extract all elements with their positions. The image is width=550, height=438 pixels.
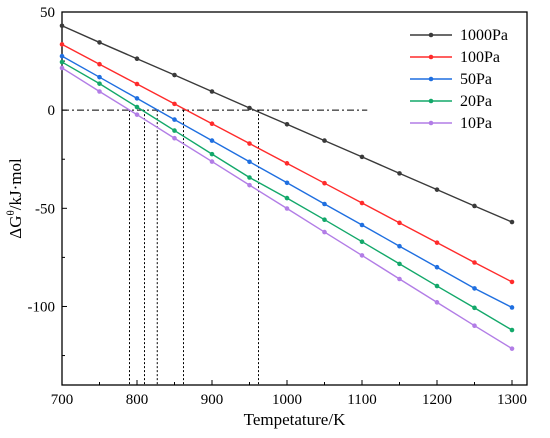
data-point-20Pa bbox=[209, 151, 215, 157]
y-axis-title-sup: θ bbox=[5, 210, 17, 215]
data-point-100Pa bbox=[134, 81, 140, 87]
data-point-20Pa bbox=[434, 283, 440, 289]
data-point-20Pa bbox=[172, 128, 177, 133]
data-point-50Pa bbox=[247, 159, 252, 165]
data-point-20Pa bbox=[322, 217, 327, 223]
data-point-100Pa bbox=[322, 180, 327, 186]
legend-label: 50Pa bbox=[460, 71, 492, 88]
data-point-20Pa bbox=[472, 305, 477, 311]
data-point-1000Pa bbox=[134, 56, 140, 62]
data-point-1000Pa bbox=[397, 171, 402, 176]
data-point-50Pa bbox=[284, 180, 290, 186]
data-point-100Pa bbox=[509, 279, 515, 285]
legend-label: 10Pa bbox=[460, 115, 492, 132]
data-point-1000Pa bbox=[172, 72, 177, 78]
data-point-1000Pa bbox=[284, 121, 290, 127]
y-axis-title: ΔGθ/kJ·mol bbox=[5, 158, 25, 239]
data-point-50Pa bbox=[172, 117, 177, 122]
data-point-1000Pa bbox=[59, 23, 65, 29]
data-point-20Pa bbox=[59, 59, 65, 65]
data-point-100Pa bbox=[172, 101, 177, 107]
data-point-50Pa bbox=[397, 243, 402, 249]
data-point-50Pa bbox=[209, 138, 215, 143]
y-tick-label: 50 bbox=[40, 5, 55, 21]
data-point-100Pa bbox=[397, 220, 402, 226]
data-point-20Pa bbox=[509, 327, 515, 333]
data-point-10Pa bbox=[97, 89, 102, 94]
data-point-100Pa bbox=[97, 61, 102, 67]
data-point-10Pa bbox=[472, 323, 477, 329]
data-point-50Pa bbox=[359, 222, 365, 228]
data-point-50Pa bbox=[434, 264, 440, 270]
data-point-100Pa bbox=[59, 42, 65, 47]
data-point-10Pa bbox=[59, 65, 65, 71]
data-point-10Pa bbox=[397, 276, 402, 282]
data-point-50Pa bbox=[472, 286, 477, 291]
y-tick-label: -100 bbox=[28, 299, 56, 315]
data-point-10Pa bbox=[284, 206, 290, 211]
data-point-1000Pa bbox=[434, 187, 440, 192]
data-point-20Pa bbox=[97, 81, 102, 86]
data-point-10Pa bbox=[172, 135, 177, 141]
plot-frame bbox=[61, 11, 528, 386]
data-point-1000Pa bbox=[97, 40, 102, 45]
y-axis-title-suffix: /kJ·mol bbox=[6, 158, 25, 210]
x-tick-label: 900 bbox=[201, 392, 224, 408]
x-axis-title: Tempetature/K bbox=[244, 410, 346, 429]
data-point-20Pa bbox=[284, 195, 290, 201]
data-point-100Pa bbox=[247, 141, 252, 146]
legend-label: 100Pa bbox=[460, 49, 500, 66]
data-point-1000Pa bbox=[359, 154, 365, 160]
data-point-100Pa bbox=[284, 161, 290, 166]
data-point-10Pa bbox=[359, 253, 365, 258]
data-point-10Pa bbox=[509, 346, 515, 351]
data-point-10Pa bbox=[134, 112, 140, 117]
legend-label: 1000Pa bbox=[460, 27, 508, 44]
data-point-50Pa bbox=[509, 305, 515, 310]
data-point-100Pa bbox=[434, 240, 440, 245]
data-point-10Pa bbox=[322, 229, 327, 235]
data-point-50Pa bbox=[97, 74, 102, 80]
legend-marker-100Pa bbox=[428, 54, 434, 60]
data-point-1000Pa bbox=[472, 203, 477, 209]
data-point-100Pa bbox=[209, 121, 215, 127]
data-point-10Pa bbox=[434, 300, 440, 305]
data-point-20Pa bbox=[397, 261, 402, 267]
data-point-100Pa bbox=[472, 260, 477, 265]
data-point-1000Pa bbox=[209, 89, 215, 94]
x-tick-label: 1000 bbox=[272, 392, 302, 408]
x-tick-label: 1100 bbox=[347, 392, 376, 408]
data-point-1000Pa bbox=[322, 138, 327, 143]
y-tick-label: -50 bbox=[35, 201, 55, 217]
legend-label: 20Pa bbox=[460, 93, 492, 110]
legend-marker-50Pa bbox=[428, 76, 434, 82]
data-point-1000Pa bbox=[247, 105, 252, 111]
data-point-1000Pa bbox=[509, 219, 515, 225]
data-point-20Pa bbox=[359, 239, 365, 244]
data-point-50Pa bbox=[322, 201, 327, 207]
x-tick-label: 1300 bbox=[497, 392, 527, 408]
y-axis-title-prefix: ΔG bbox=[6, 216, 25, 239]
x-tick-label: 1200 bbox=[422, 392, 452, 408]
data-point-100Pa bbox=[359, 200, 365, 206]
data-point-10Pa bbox=[209, 159, 215, 164]
data-point-20Pa bbox=[134, 104, 140, 110]
x-tick-label: 800 bbox=[126, 392, 149, 408]
x-tick-label: 700 bbox=[51, 392, 74, 408]
data-point-50Pa bbox=[59, 53, 65, 59]
legend-marker-20Pa bbox=[428, 98, 434, 104]
legend-marker-1000Pa bbox=[428, 32, 434, 38]
legend-marker-10Pa bbox=[428, 120, 434, 126]
data-point-20Pa bbox=[247, 175, 252, 180]
data-point-10Pa bbox=[247, 182, 252, 188]
data-point-50Pa bbox=[134, 96, 140, 101]
y-tick-label: 0 bbox=[48, 103, 56, 119]
